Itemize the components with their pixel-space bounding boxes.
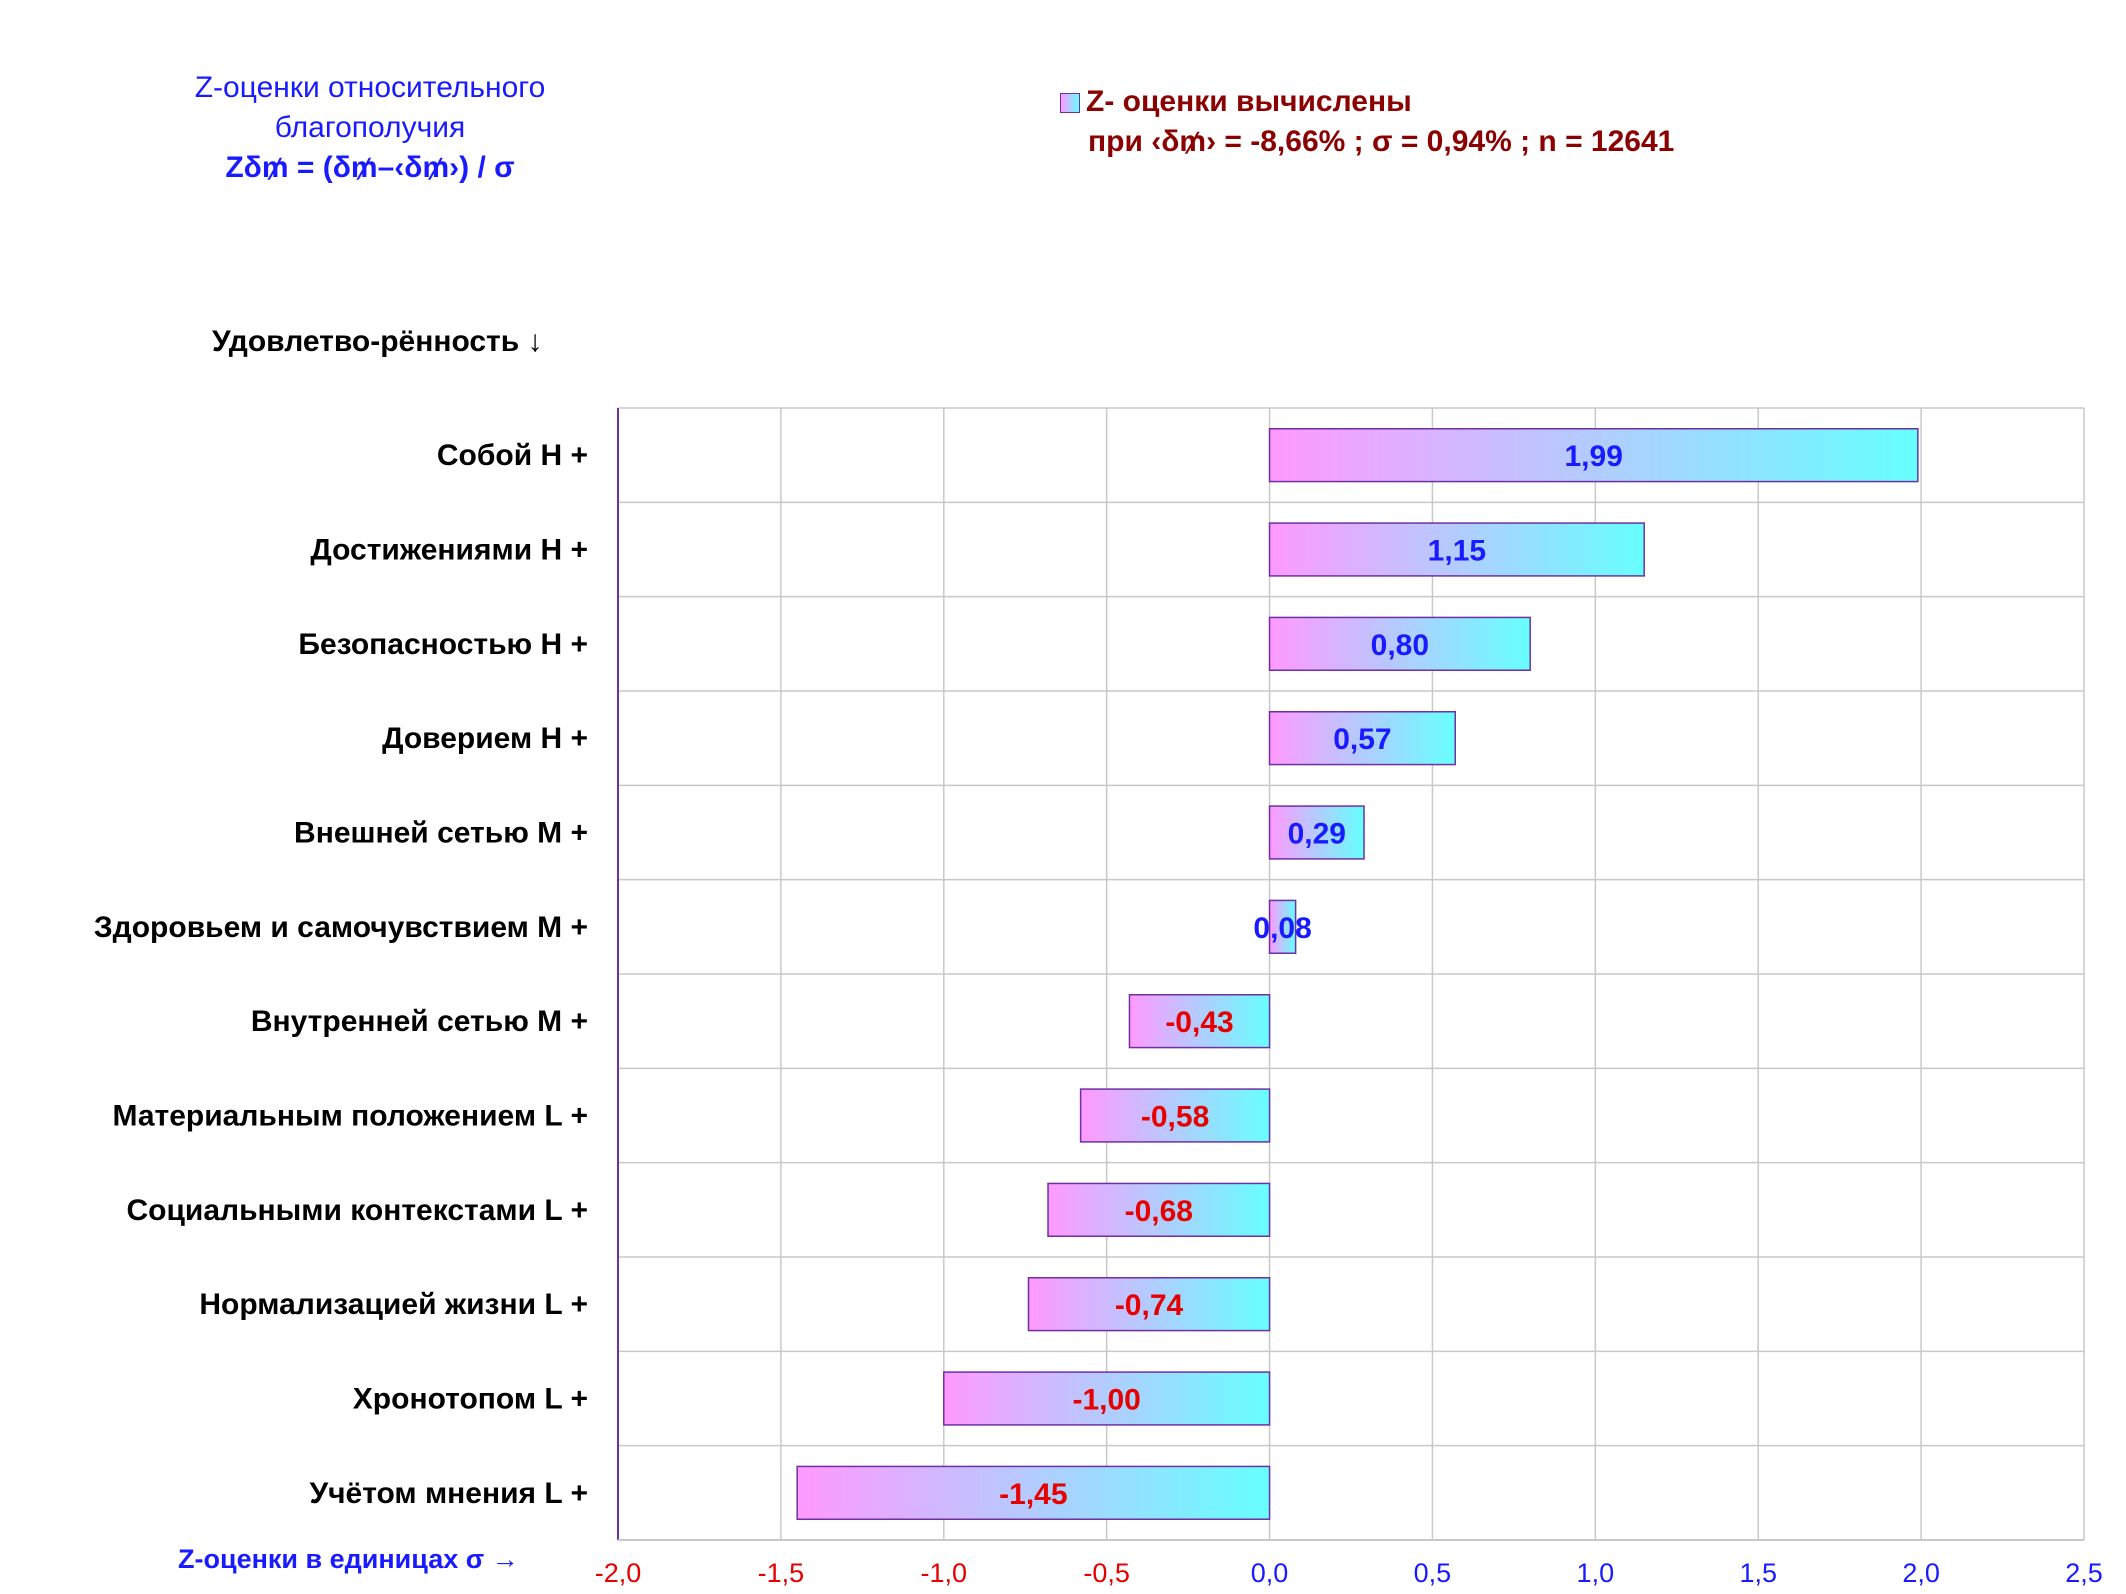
title-line-2: благополучия [274, 111, 466, 144]
category-label: Доверием Н + [382, 722, 588, 755]
legend-swatch [1060, 93, 1080, 114]
y-axis-label: Удовлетво-рённость ↓ [212, 325, 543, 358]
chart-title: Z-оценки относительного благополучия Zδ₥… [150, 68, 590, 188]
category-label: Безопасностью Н + [298, 628, 588, 661]
x-tick-label: -1,5 [758, 1558, 805, 1588]
x-tick-label: 1,5 [1739, 1558, 1777, 1588]
x-tick-label: 2,5 [2065, 1558, 2103, 1588]
bar [1268, 616, 1531, 671]
data-label: -0,74 [1115, 1289, 1184, 1322]
category-label: Учётом мнения L + [309, 1477, 588, 1510]
data-label: -0,43 [1165, 1006, 1233, 1039]
category-label: Внешней сетью М + [294, 817, 588, 850]
x-tick-label: -1,0 [921, 1558, 968, 1588]
category-label: Достижениями Н + [310, 534, 588, 567]
x-axis-label: Z-оценки в единицах σ → [178, 1544, 519, 1574]
x-tick-label: 2,0 [1902, 1558, 1940, 1588]
data-label: 0,57 [1333, 723, 1391, 756]
title-formula: Zδ₥ = (δ₥–‹δ₥›) / σ [225, 151, 515, 184]
bar [1128, 994, 1271, 1049]
category-label: Здоровьем и самочувствием М + [94, 911, 588, 944]
data-label: 0,08 [1253, 912, 1311, 945]
x-tick-label: 0,5 [1414, 1558, 1452, 1588]
bar [1268, 428, 1919, 483]
x-tick-label: -2,0 [595, 1558, 642, 1588]
data-label: -1,45 [999, 1478, 1067, 1511]
x-tick-label: -0,5 [1083, 1558, 1130, 1588]
bar [1268, 522, 1645, 577]
bar [943, 1371, 1271, 1426]
data-label: 1,15 [1428, 535, 1486, 568]
bar [1268, 805, 1365, 860]
bar [1047, 1182, 1271, 1237]
bar [1268, 899, 1297, 954]
title-line-1: Z-оценки относительного [194, 71, 546, 104]
bar [1079, 1088, 1271, 1143]
category-label: Хронотопом L + [353, 1383, 588, 1416]
legend-params: при ‹δ₥› = -8,66% ; σ = 0,94% ; n = 1264… [1088, 125, 1675, 158]
bar [1268, 711, 1456, 766]
data-label: -0,68 [1125, 1195, 1193, 1228]
category-label: Социальными контекстами L + [127, 1194, 589, 1227]
data-label: 1,99 [1565, 440, 1623, 473]
category-label: Внутренней сетью М + [251, 1005, 588, 1038]
data-label: 0,29 [1288, 818, 1346, 851]
data-label: -0,58 [1141, 1101, 1209, 1134]
data-label: 0,80 [1371, 629, 1429, 662]
category-label: Нормализацией жизни L + [199, 1288, 588, 1321]
legend: Z- оценки вычислены при ‹δ₥› = -8,66% ; … [1060, 82, 1674, 162]
category-label: Собой Н + [437, 439, 588, 472]
bar [796, 1465, 1271, 1520]
data-label: -1,00 [1072, 1384, 1140, 1417]
x-tick-label: 0,0 [1251, 1558, 1289, 1588]
legend-label: Z- оценки вычислены [1086, 85, 1412, 118]
category-label: Материальным положением L + [112, 1100, 588, 1133]
bar [1027, 1277, 1271, 1332]
x-tick-label: 1,0 [1577, 1558, 1615, 1588]
